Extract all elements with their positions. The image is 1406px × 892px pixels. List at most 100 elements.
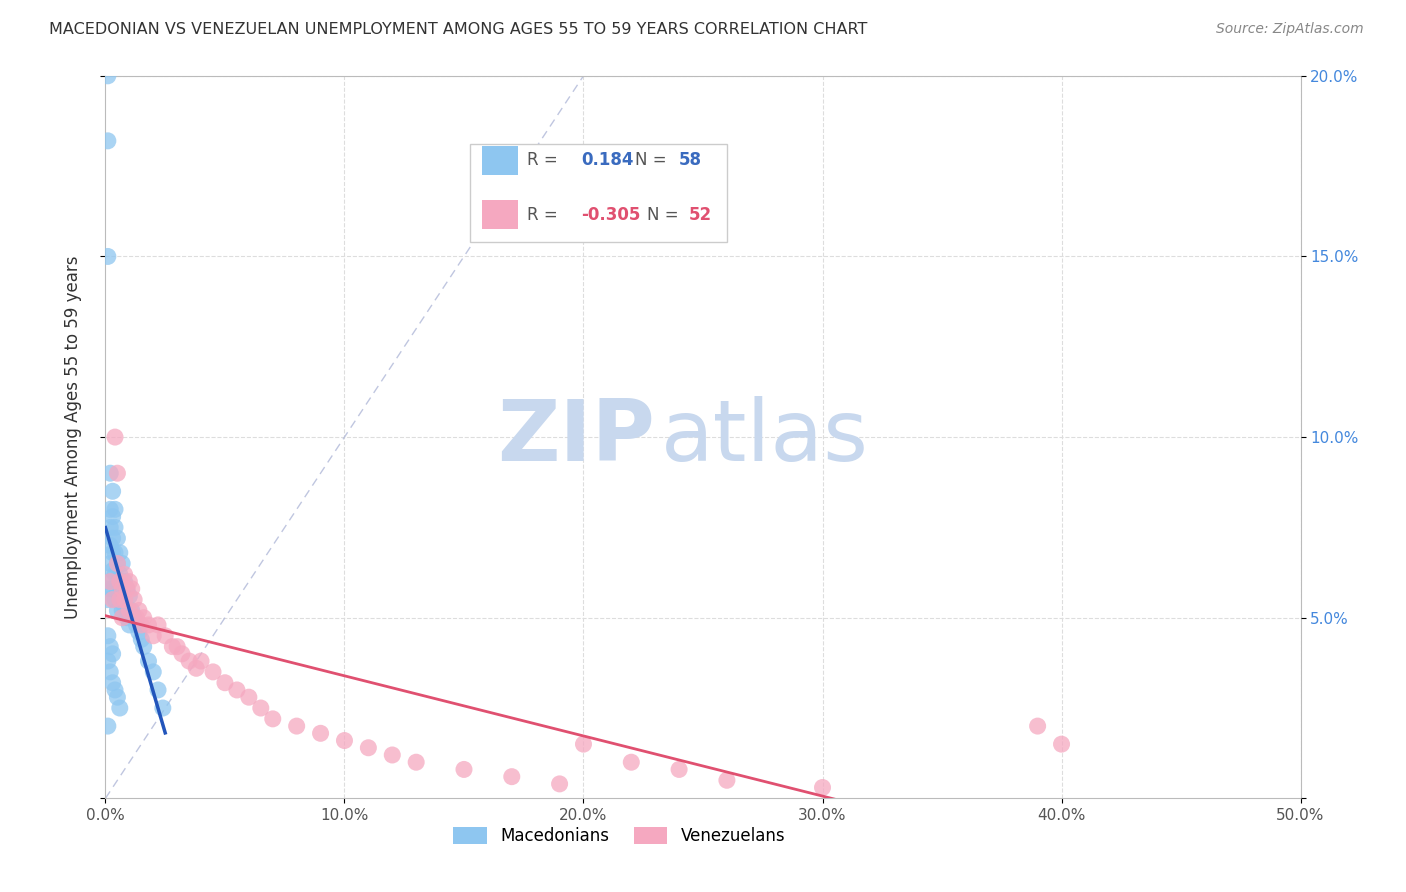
Point xyxy=(572,737,595,751)
Point xyxy=(132,640,155,654)
Point xyxy=(548,777,571,791)
Point xyxy=(186,661,208,675)
Point xyxy=(129,632,153,647)
Point xyxy=(97,592,120,607)
Point xyxy=(716,773,738,788)
Point xyxy=(104,430,127,444)
Point xyxy=(122,610,145,624)
Point xyxy=(107,582,129,596)
Text: R =: R = xyxy=(527,205,558,224)
Point xyxy=(121,603,143,617)
Text: ZIP: ZIP xyxy=(498,395,655,479)
Point xyxy=(668,763,690,777)
Point xyxy=(108,701,131,715)
Point xyxy=(108,592,131,607)
Point xyxy=(115,582,138,596)
FancyBboxPatch shape xyxy=(470,145,727,242)
Point xyxy=(118,618,141,632)
FancyBboxPatch shape xyxy=(482,146,517,175)
Point xyxy=(152,701,174,715)
Point xyxy=(104,592,127,607)
Point xyxy=(115,610,138,624)
Point xyxy=(153,629,177,643)
Point xyxy=(98,466,121,480)
Point xyxy=(108,592,131,607)
Point xyxy=(98,574,121,589)
Point xyxy=(214,675,236,690)
Point xyxy=(111,582,134,596)
Point xyxy=(405,755,427,769)
Point xyxy=(122,592,145,607)
Point xyxy=(190,654,212,668)
Point xyxy=(128,625,150,640)
Point xyxy=(101,531,124,545)
Point xyxy=(98,557,121,571)
Point xyxy=(97,654,120,668)
Point xyxy=(162,640,184,654)
Point xyxy=(138,654,160,668)
Text: MACEDONIAN VS VENEZUELAN UNEMPLOYMENT AMONG AGES 55 TO 59 YEARS CORRELATION CHAR: MACEDONIAN VS VENEZUELAN UNEMPLOYMENT AM… xyxy=(49,22,868,37)
Point xyxy=(97,134,120,148)
Point xyxy=(101,564,124,578)
Point xyxy=(177,654,201,668)
Point xyxy=(114,567,136,582)
Text: R =: R = xyxy=(527,152,558,169)
Point xyxy=(309,726,332,740)
Point xyxy=(142,629,165,643)
Point xyxy=(101,592,124,607)
Point xyxy=(107,466,129,480)
Point xyxy=(107,557,129,571)
Point xyxy=(238,690,260,705)
Point xyxy=(107,557,129,571)
Point xyxy=(142,665,165,679)
Point xyxy=(250,701,273,715)
Point xyxy=(104,546,127,560)
Text: atlas: atlas xyxy=(661,395,869,479)
Point xyxy=(104,502,127,516)
Point xyxy=(104,520,127,534)
Point xyxy=(101,509,124,524)
Point xyxy=(98,538,121,552)
Point xyxy=(101,484,124,499)
Text: 0.184: 0.184 xyxy=(581,152,634,169)
Text: 58: 58 xyxy=(679,152,702,169)
Point xyxy=(125,610,148,624)
Point xyxy=(101,647,124,661)
Point xyxy=(166,640,188,654)
Point xyxy=(111,610,134,624)
Point xyxy=(108,574,131,589)
Point xyxy=(128,603,150,617)
Point xyxy=(225,683,249,698)
Point xyxy=(97,719,120,733)
Point xyxy=(97,69,120,83)
Point xyxy=(98,574,121,589)
Point xyxy=(811,780,834,795)
Point xyxy=(107,690,129,705)
Text: N =: N = xyxy=(647,205,679,224)
Point xyxy=(118,574,141,589)
Point xyxy=(129,618,153,632)
Text: -0.305: -0.305 xyxy=(581,205,641,224)
Point xyxy=(1050,737,1073,751)
Point xyxy=(107,531,129,545)
Point xyxy=(111,582,134,596)
Text: Source: ZipAtlas.com: Source: ZipAtlas.com xyxy=(1216,22,1364,37)
Point xyxy=(98,665,121,679)
Point xyxy=(453,763,475,777)
Y-axis label: Unemployment Among Ages 55 to 59 years: Unemployment Among Ages 55 to 59 years xyxy=(63,255,82,619)
Point xyxy=(101,582,124,596)
Legend: Macedonians, Venezuelans: Macedonians, Venezuelans xyxy=(447,820,792,852)
Point xyxy=(101,546,124,560)
Point xyxy=(285,719,308,733)
Point xyxy=(97,582,120,596)
Point xyxy=(118,603,141,617)
Point xyxy=(138,618,160,632)
Point xyxy=(108,546,131,560)
Point xyxy=(107,603,129,617)
Point xyxy=(98,502,121,516)
Point xyxy=(98,640,121,654)
Point xyxy=(114,574,136,589)
Point xyxy=(146,683,169,698)
Point xyxy=(132,610,155,624)
Point xyxy=(333,733,356,747)
